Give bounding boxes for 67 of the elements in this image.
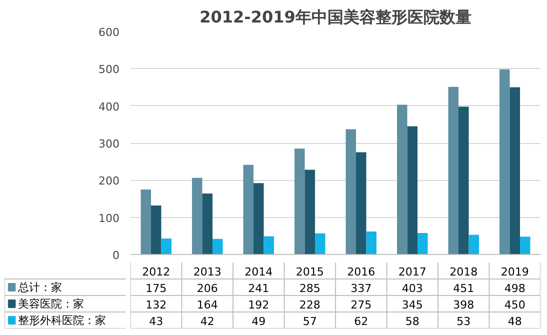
y-tick-label: 400: [98, 100, 120, 114]
bar: [304, 170, 315, 254]
bar: [315, 233, 326, 254]
bar: [468, 234, 479, 254]
data-label: 450: [504, 298, 526, 312]
legend-label: 美容医院：家: [18, 297, 84, 310]
data-label: 58: [405, 314, 420, 328]
bar: [356, 152, 366, 254]
data-label: 451: [453, 282, 474, 295]
bar: [366, 231, 376, 254]
x-tick-label: 2016: [347, 265, 376, 278]
data-label: 206: [196, 282, 218, 295]
y-tick-label: 0: [112, 249, 120, 262]
x-tick-label: 2015: [296, 265, 324, 278]
bar: [151, 205, 162, 254]
x-tick-label: 2013: [193, 265, 222, 278]
bar: [202, 194, 212, 254]
bar: [161, 238, 172, 254]
data-label: 175: [146, 282, 167, 295]
bar: [397, 104, 408, 254]
y-tick-label: 100: [98, 212, 120, 225]
legend-label: 总计：家: [16, 280, 62, 294]
x-tick-label: 2018: [450, 265, 478, 278]
x-tick-label: 2019: [500, 265, 529, 278]
y-tick-label: 300: [98, 138, 120, 150]
data-label: 228: [299, 298, 320, 312]
bar: [346, 129, 356, 254]
data-label: 398: [453, 298, 474, 312]
data-label: 49: [252, 314, 266, 328]
data-label: 62: [354, 314, 368, 328]
y-tick-label: 200: [98, 174, 120, 188]
x-tick-label: 2014: [244, 265, 273, 278]
data-label: 132: [146, 298, 167, 312]
bar: [448, 86, 458, 254]
y-tick-label: 500: [98, 63, 120, 76]
data-label: 57: [302, 314, 317, 328]
data-label: 43: [149, 314, 164, 328]
bar: [254, 183, 264, 254]
legend-label: 整形外科医院：家: [18, 314, 106, 327]
bar: [140, 189, 151, 254]
x-tick-label: 2017: [398, 265, 426, 278]
bar: [458, 106, 469, 254]
data-label: 345: [402, 298, 423, 312]
x-tick-label: 2012: [142, 265, 170, 278]
data-label: 275: [350, 298, 372, 312]
bar: [407, 126, 418, 254]
bar: [500, 69, 510, 254]
data-label: 403: [402, 282, 423, 295]
data-label: 164: [196, 298, 218, 312]
bar: [510, 87, 520, 254]
bar: [212, 238, 223, 254]
data-label: 192: [248, 298, 270, 312]
bar: [294, 148, 305, 254]
data-label: 42: [200, 314, 214, 328]
y-tick-label: 600: [98, 26, 120, 39]
data-label: 337: [350, 282, 372, 295]
data-label: 53: [456, 314, 471, 328]
bar: [264, 236, 274, 254]
data-label: 498: [504, 282, 526, 295]
bar: [418, 232, 428, 254]
data-label: 285: [299, 282, 320, 295]
chart-title: 2012-2019年中国美容整形医院数量: [200, 8, 472, 26]
bar: [243, 164, 254, 254]
data-label: 48: [508, 314, 522, 328]
data-label: 241: [248, 282, 270, 295]
bar: [520, 236, 530, 254]
bar: [192, 178, 202, 254]
